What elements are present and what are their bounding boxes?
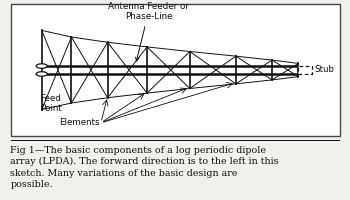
Circle shape [36, 72, 47, 76]
Text: Antenna Feeder or
Phase-Line: Antenna Feeder or Phase-Line [108, 2, 189, 61]
Text: Elements: Elements [59, 118, 99, 127]
Text: Stub: Stub [315, 66, 335, 74]
Text: Feed
Point: Feed Point [40, 94, 62, 113]
Text: Fig 1—The basic components of a log periodic dipole
array (LPDA). The forward di: Fig 1—The basic components of a log peri… [10, 146, 279, 189]
Bar [298, 66, 312, 74]
Circle shape [36, 64, 47, 68]
